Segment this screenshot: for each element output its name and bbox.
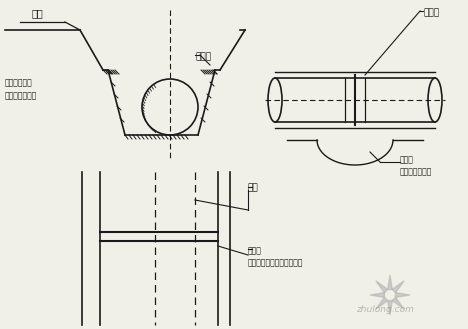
Polygon shape bbox=[376, 297, 388, 309]
Text: 引对: 引对 bbox=[248, 183, 259, 192]
Polygon shape bbox=[376, 281, 388, 293]
Text: 洗作坑
（积水坑拑水）: 洗作坑 （积水坑拑水） bbox=[400, 155, 432, 176]
Text: 统对口: 统对口 bbox=[423, 8, 439, 17]
Text: 拱底居: 拱底居 bbox=[195, 52, 211, 61]
Polygon shape bbox=[392, 297, 404, 309]
Polygon shape bbox=[392, 281, 404, 293]
Text: zhulong.com: zhulong.com bbox=[356, 306, 414, 315]
Text: 地平: 地平 bbox=[31, 8, 43, 18]
Polygon shape bbox=[388, 275, 392, 290]
Text: 放坡土库据据
现场及二次回山: 放坡土库据据 现场及二次回山 bbox=[5, 78, 37, 100]
Text: 支护件
（空心地簿架，手点拑水）: 支护件 （空心地簿架，手点拑水） bbox=[248, 246, 304, 267]
Polygon shape bbox=[388, 300, 392, 315]
Polygon shape bbox=[370, 293, 385, 297]
Polygon shape bbox=[395, 293, 410, 297]
